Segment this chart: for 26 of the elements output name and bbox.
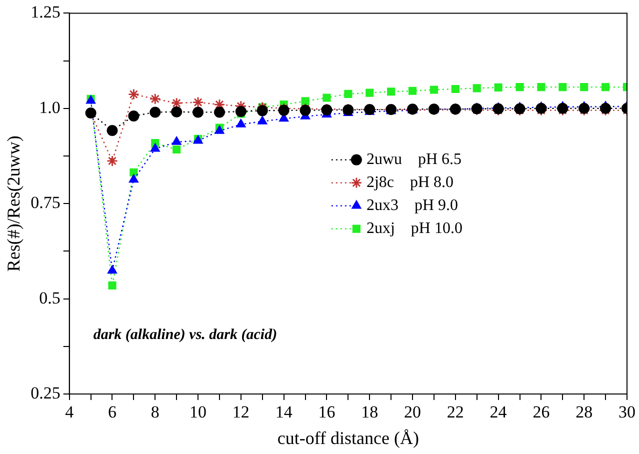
legend-label: 2ux3 pH 9.0 [366, 197, 458, 214]
legend-label: 2uxj pH 10.0 [366, 220, 462, 238]
legend-label: 2j8c pH 8.0 [366, 174, 454, 192]
legend-label: 2uwu pH 6.5 [366, 151, 462, 168]
x-tick-label: 16 [318, 402, 336, 422]
y-axis-title: Res(#)/Res(2uww) [4, 136, 24, 272]
x-tick-label: 18 [361, 402, 378, 422]
x-tick-label: 22 [446, 402, 464, 422]
y-tick-label: 0.75 [30, 193, 60, 212]
x-tick-label: 4 [65, 402, 74, 422]
x-axis-title: cut-off distance (Å) [277, 428, 419, 448]
x-tick-label: 14 [275, 402, 293, 422]
x-tick-label: 6 [108, 402, 116, 422]
x-tick-label: 8 [150, 402, 160, 422]
y-tick-label: 1.0 [39, 98, 60, 117]
x-tick-label: 12 [232, 402, 250, 422]
x-tick-label: 10 [190, 402, 207, 422]
x-tick-label: 30 [618, 402, 636, 422]
y-tick-label: 0.25 [30, 383, 60, 402]
x-tick-label: 20 [404, 402, 422, 422]
y-tick-label: 1.25 [30, 2, 60, 22]
y-tick-label: 0.5 [39, 288, 60, 308]
annotation: dark (alkaline) vs. dark (acid) [93, 326, 278, 343]
x-tick-label: 24 [490, 402, 508, 422]
x-tick-label: 28 [576, 402, 593, 422]
x-tick-label: 26 [532, 402, 550, 422]
